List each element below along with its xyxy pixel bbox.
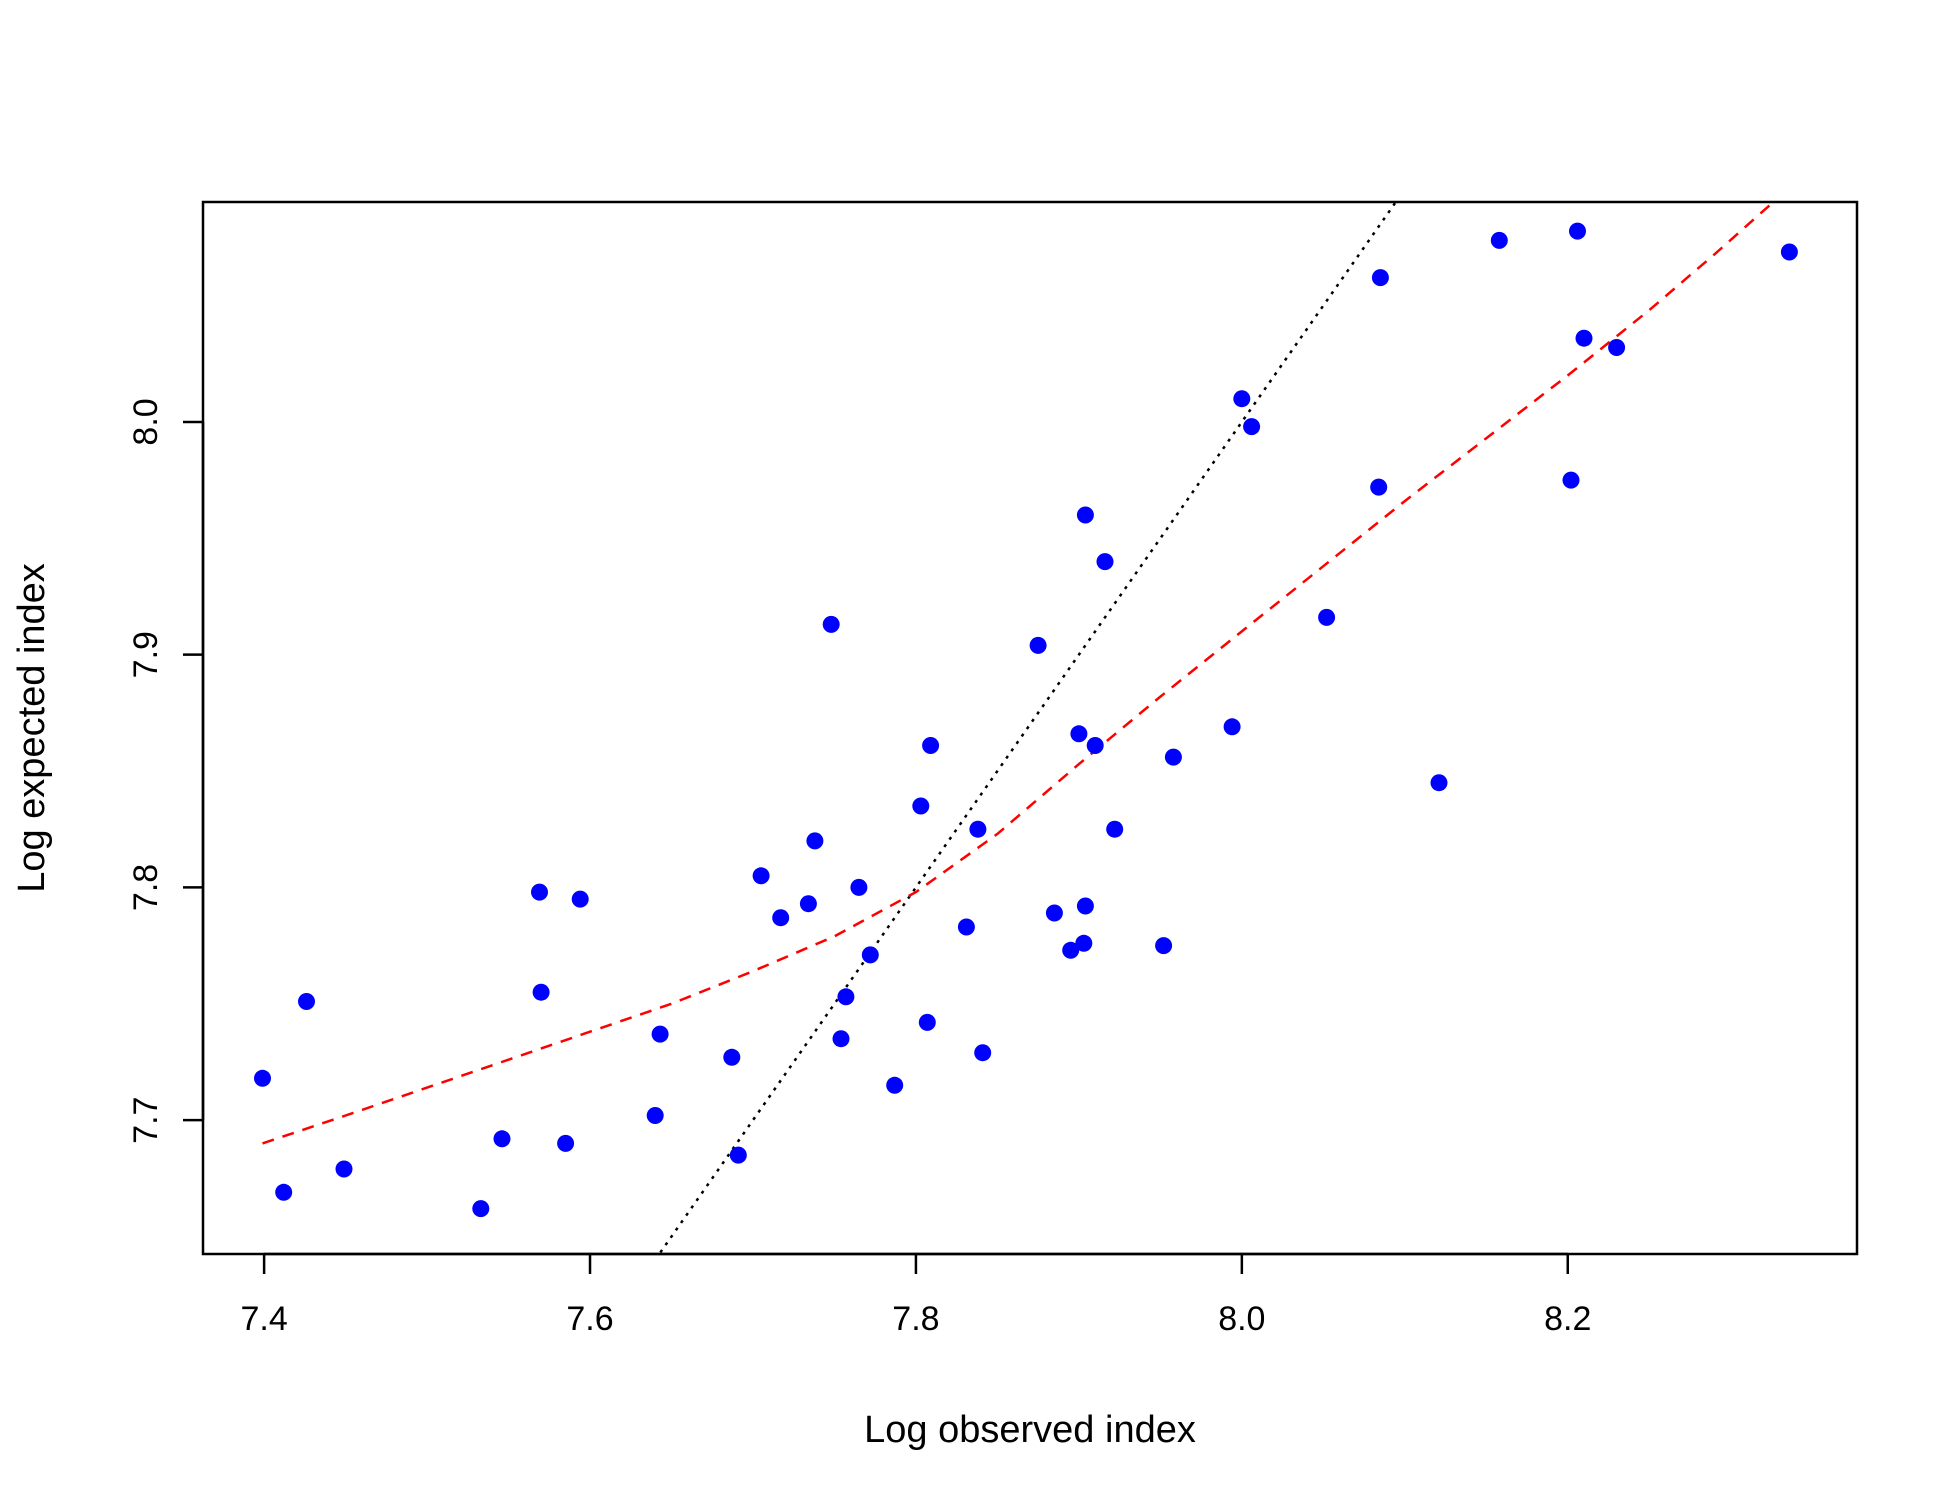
data-point	[1370, 478, 1388, 496]
data-point	[1562, 471, 1580, 489]
smooth-fit-line	[262, 202, 1776, 1145]
data-point	[1608, 339, 1626, 356]
data-point	[1243, 418, 1261, 436]
data-point	[957, 918, 975, 936]
fit-lines	[262, 202, 1776, 1254]
data-point	[335, 1160, 353, 1178]
data-point	[571, 890, 589, 908]
data-point	[472, 1200, 490, 1218]
data-point	[1155, 937, 1173, 955]
data-point	[651, 1025, 669, 1043]
x-tick-label: 8.0	[1218, 1300, 1265, 1338]
data-point	[974, 1044, 992, 1062]
data-point	[822, 615, 840, 633]
y-tick-label: 7.7	[127, 1097, 165, 1144]
data-point	[1070, 725, 1088, 743]
data-point	[806, 832, 824, 850]
y-axis: 7.7 7.8 7.9 8.0	[127, 398, 205, 1144]
data-point	[918, 1013, 936, 1031]
data-point	[1430, 774, 1448, 792]
y-tick-label: 7.9	[127, 631, 165, 678]
data-point	[1490, 231, 1508, 249]
data-point	[1575, 329, 1593, 347]
data-point	[922, 737, 940, 754]
x-axis: 7.4 7.6 7.8 8.0 8.2	[240, 1252, 1591, 1338]
data-point	[1076, 897, 1094, 915]
plot-frame	[201, 200, 1859, 1256]
data-point	[1086, 737, 1104, 754]
data-point	[799, 895, 817, 913]
data-point	[1062, 941, 1080, 959]
data-point	[1371, 269, 1389, 287]
data-point	[969, 820, 987, 838]
data-point	[532, 983, 550, 1001]
data-point	[1569, 222, 1586, 240]
data-point	[1223, 718, 1241, 736]
data-point	[1075, 934, 1093, 952]
y-tick-label: 8.0	[127, 398, 165, 445]
identity-line	[657, 202, 1397, 1254]
data-points	[254, 222, 1798, 1218]
data-point	[493, 1130, 511, 1148]
x-tick-label: 7.8	[892, 1300, 939, 1338]
data-point	[886, 1076, 904, 1094]
data-point	[723, 1048, 741, 1066]
data-point	[752, 867, 770, 885]
x-tick-label: 7.6	[566, 1300, 613, 1338]
data-point	[837, 988, 855, 1006]
data-point	[254, 1069, 271, 1087]
x-tick-label: 8.2	[1544, 1300, 1591, 1338]
y-tick-label: 7.8	[127, 864, 165, 911]
data-point	[1029, 636, 1047, 654]
y-axis-title: Log expected index	[11, 563, 53, 893]
data-point	[850, 878, 868, 896]
data-point	[275, 1183, 293, 1201]
data-point	[912, 797, 930, 815]
data-point	[1164, 748, 1182, 766]
data-point	[1318, 608, 1336, 626]
data-point	[1096, 553, 1114, 571]
data-point	[1106, 820, 1124, 838]
data-point	[1045, 904, 1063, 922]
data-point	[646, 1107, 664, 1124]
data-point	[557, 1134, 575, 1152]
x-tick-label: 7.4	[240, 1300, 287, 1338]
data-point	[1076, 506, 1094, 524]
data-point	[772, 909, 790, 927]
data-point	[298, 993, 315, 1010]
data-point	[729, 1146, 747, 1164]
data-point	[1780, 243, 1798, 261]
data-point	[531, 883, 548, 901]
data-point	[861, 946, 879, 964]
data-point	[832, 1030, 850, 1048]
x-axis-title: Log observed index	[864, 1409, 1196, 1451]
data-point	[1233, 390, 1251, 408]
